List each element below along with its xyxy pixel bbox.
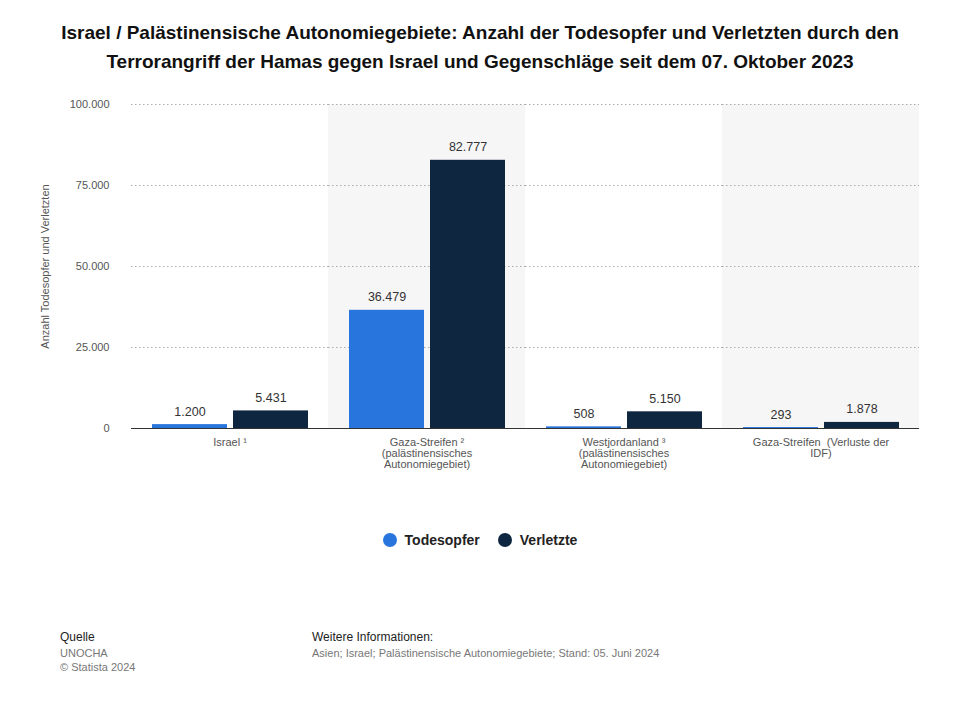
svg-text:Israel ¹: Israel ¹ xyxy=(213,436,247,448)
svg-text:Anzahl Todesopfer und Verletzt: Anzahl Todesopfer und Verletzten xyxy=(39,184,51,348)
svg-text:Gaza-Streifen (Verluste derID: Gaza-Streifen (Verluste derIDF) xyxy=(753,436,890,459)
html-text:Todesopfer: Todesopfer xyxy=(404,532,480,548)
svg-text:1.878: 1.878 xyxy=(846,402,877,416)
svg-text:75.000: 75.000 xyxy=(76,179,110,191)
svg-text:36.479: 36.479 xyxy=(368,290,406,304)
svg-text:5.150: 5.150 xyxy=(649,392,680,406)
svg-text:25.000: 25.000 xyxy=(76,341,110,353)
html-text:UNOCHA: UNOCHA xyxy=(60,647,108,659)
svg-text:293: 293 xyxy=(771,408,792,422)
svg-text:1.200: 1.200 xyxy=(174,405,205,419)
svg-text:Gaza-Streifen ²(palästinensisc: Gaza-Streifen ²(palästinensischesAutonom… xyxy=(382,436,473,470)
svg-text:Westjordanland ³(palästinensis: Westjordanland ³(palästinensischesAutono… xyxy=(579,436,670,470)
svg-text:82.777: 82.777 xyxy=(449,140,487,154)
html-text:Israel / Palästinensische Auto: Israel / Palästinensische Autonomiegebie… xyxy=(61,22,899,72)
svg-text:5.431: 5.431 xyxy=(255,391,286,405)
svg-text:508: 508 xyxy=(574,407,595,421)
svg-text:0: 0 xyxy=(103,422,109,434)
html-text:Asien; Israel; Palästinensisch: Asien; Israel; Palästinensische Autonomi… xyxy=(312,647,660,659)
html-text:Weitere Informationen:: Weitere Informationen: xyxy=(312,630,434,644)
html-text:Verletzte: Verletzte xyxy=(519,532,578,548)
html-text:Quelle: Quelle xyxy=(60,630,95,644)
html-text:© Statista 2024: © Statista 2024 xyxy=(60,661,136,673)
svg-text:100.000: 100.000 xyxy=(70,98,110,110)
svg-text:50.000: 50.000 xyxy=(76,260,110,272)
